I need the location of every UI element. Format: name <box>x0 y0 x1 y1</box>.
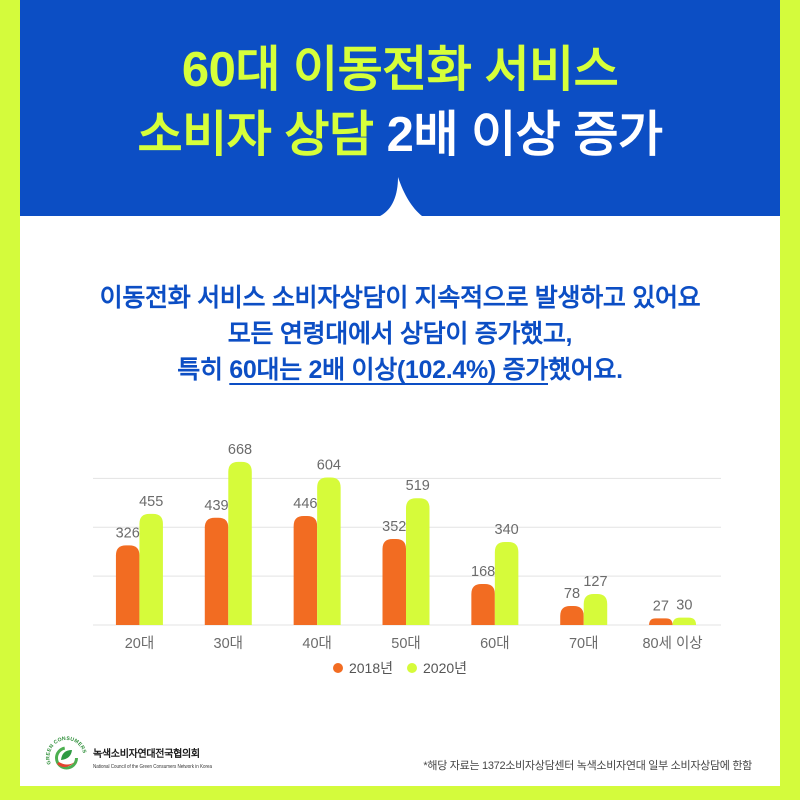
legend-item-series-2: 2020년 <box>407 658 467 678</box>
x-axis-label: 70대 <box>569 635 598 652</box>
bar <box>139 513 163 625</box>
value-label: 78 <box>564 586 580 602</box>
summary-line-3-suffix: 했어요. <box>548 356 623 384</box>
bar <box>382 539 406 625</box>
summary-underlined-highlight: 60대는 2배 이상(102.4%) 증가 <box>229 356 548 384</box>
bar <box>228 461 252 625</box>
value-label: 519 <box>406 478 430 494</box>
green-consumers-logo: GREEN CONSUMERS <box>45 736 87 770</box>
bar <box>560 605 584 625</box>
title-line-1: 60대 이동전화 서비스 <box>20 38 780 103</box>
legend-swatch-series-1 <box>332 663 343 673</box>
organization-name-english-text: National Council of the Green Consumers … <box>93 764 212 770</box>
bar <box>494 541 519 625</box>
logo-swoosh-icon <box>57 762 75 768</box>
x-axis-label: 50대 <box>391 635 420 652</box>
speech-bubble-tail <box>380 177 422 218</box>
summary-line-1: 이동전화 서비스 소비자상담이 지속적으로 발생하고 있어요 <box>99 284 701 312</box>
legend-swatch-series-2 <box>407 663 417 673</box>
value-label: 439 <box>204 498 228 514</box>
bar <box>583 593 608 625</box>
organization-name: 녹색소비자연대전국협의회 <box>93 749 200 760</box>
bar <box>293 516 318 625</box>
bar <box>317 477 341 625</box>
legend-item-series-1: 2018년 <box>332 658 393 678</box>
value-label: 30 <box>676 598 692 614</box>
summary-line-3-prefix: 특히 <box>177 356 230 384</box>
summary-text: 이동전화 서비스 소비자상담이 지속적으로 발생하고 있어요 모든 연령대에서 … <box>20 280 780 388</box>
bar <box>471 583 495 625</box>
legend-label-series-2: 2020년 <box>423 660 468 676</box>
header-banner <box>20 0 780 216</box>
value-label: 352 <box>382 519 406 535</box>
bar <box>204 517 229 625</box>
bars <box>115 461 697 625</box>
x-axis-label: 60대 <box>480 635 509 652</box>
title-highlight-text: 소비자 상담 <box>137 108 374 162</box>
summary-line-2: 모든 연령대에서 상담이 증가했고, <box>227 320 573 348</box>
title-line-2: 소비자 상담 2배 이상 증가 <box>20 103 780 168</box>
logo-leaf-icon <box>61 750 72 760</box>
value-label: 168 <box>471 564 495 580</box>
title-emphasis-text: 2배 이상 증가 <box>386 108 663 162</box>
chart-legend: 2018년 2020년 <box>0 659 800 677</box>
source-footnote: *해당 자료는 1372소비자상담센터 녹색소비자연대 일부 소비자상담에 한함 <box>423 760 752 772</box>
x-axis-label: 80세 이상 <box>642 635 702 652</box>
value-label: 326 <box>116 525 140 541</box>
x-axis-label: 40대 <box>302 635 331 652</box>
summary-line-3: 특히 60대는 2배 이상(102.4%) 증가했어요. <box>20 352 780 388</box>
value-label: 27 <box>653 598 669 614</box>
x-axis-label: 20대 <box>125 635 154 652</box>
value-label: 127 <box>583 574 607 590</box>
logo-ring <box>55 746 78 770</box>
legend-label-series-1: 2018년 <box>348 660 393 676</box>
bar <box>649 618 673 625</box>
x-axis-labels: 20대 30대 40대 50대 60대 70대 80세 이상 <box>125 635 703 652</box>
title-line-1-text: 60대 이동전화 서비스 <box>181 43 619 97</box>
value-label: 455 <box>139 494 163 510</box>
bar <box>406 498 430 625</box>
value-label: 604 <box>317 457 341 473</box>
organization-name-english: National Council of the Green Consumers … <box>93 764 212 770</box>
bar <box>672 617 697 625</box>
logo-lettering: GREEN CONSUMERS <box>45 736 87 765</box>
x-axis-label: 30대 <box>214 635 243 652</box>
value-label: 446 <box>293 496 317 512</box>
bar <box>115 545 140 625</box>
value-label: 668 <box>228 442 252 458</box>
page-title: 60대 이동전화 서비스 소비자 상담 2배 이상 증가 <box>20 38 780 168</box>
value-label: 340 <box>495 522 519 538</box>
